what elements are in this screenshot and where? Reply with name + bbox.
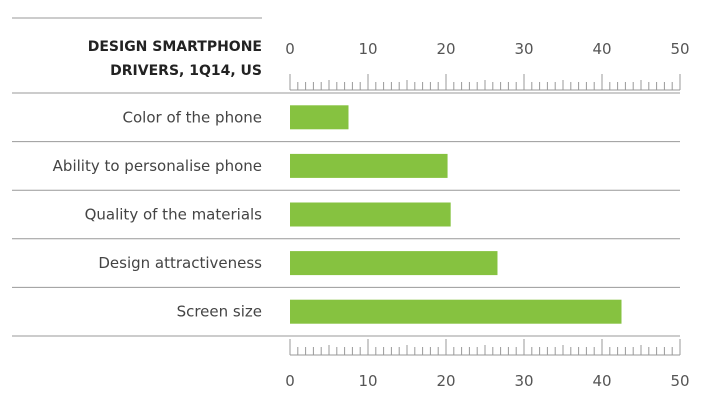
tick-label: 10 bbox=[358, 40, 377, 58]
tick-label: 30 bbox=[514, 372, 533, 390]
tick-label: 20 bbox=[436, 40, 455, 58]
tick-label: 0 bbox=[285, 372, 295, 390]
rows: Color of the phone Ability to personalise… bbox=[12, 92, 680, 337]
tick-label: 50 bbox=[670, 372, 689, 390]
bottom-axis: 0 10 20 30 40 50 bbox=[285, 339, 690, 390]
tick-label: 40 bbox=[592, 40, 611, 58]
category-label: Ability to personalise phone bbox=[53, 157, 262, 175]
bar bbox=[290, 299, 622, 324]
chart-title-line-1: DESIGN SMARTPHONE bbox=[88, 39, 262, 55]
category-label: Color of the phone bbox=[123, 108, 262, 126]
bar bbox=[290, 153, 448, 178]
bar bbox=[290, 251, 498, 276]
tick-label: 0 bbox=[285, 40, 295, 58]
bar bbox=[290, 202, 451, 227]
tick-label: 20 bbox=[436, 372, 455, 390]
category-label: Screen size bbox=[177, 303, 262, 321]
bar bbox=[290, 105, 349, 130]
tick-label: 30 bbox=[514, 40, 533, 58]
tick-label: 10 bbox=[358, 372, 377, 390]
category-label: Design attractiveness bbox=[98, 254, 262, 272]
tick-label: 50 bbox=[670, 40, 689, 58]
top-axis: 0 10 20 30 40 50 bbox=[285, 40, 690, 91]
chart-title-line-2: DRIVERS, 1Q14, US bbox=[110, 63, 262, 79]
tick-label: 40 bbox=[592, 372, 611, 390]
category-label: Quality of the materials bbox=[85, 206, 263, 224]
